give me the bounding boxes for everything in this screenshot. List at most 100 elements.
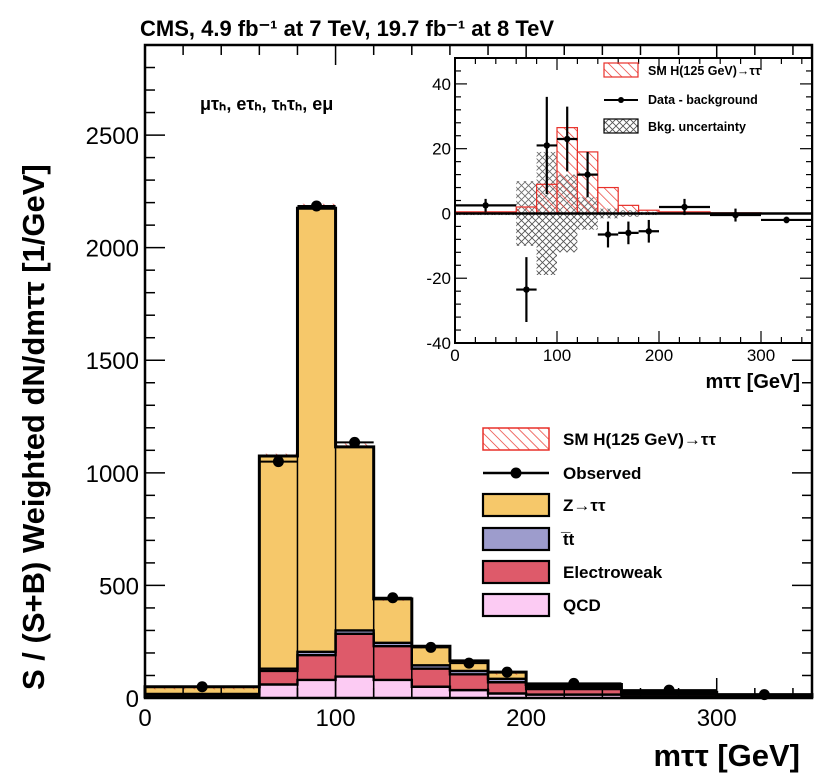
data-point (783, 216, 790, 224)
ztt-bar (259, 455, 298, 669)
inset-x-tick-label: 200 (645, 346, 673, 365)
y-tick-label: 1000 (86, 461, 139, 488)
electroweak-bar (488, 682, 527, 694)
observed-point (463, 657, 475, 669)
observed-point (425, 641, 437, 653)
inset-x-tick-label: 0 (450, 346, 459, 365)
electroweak-bar (297, 655, 336, 680)
ttbar-bar (335, 630, 374, 634)
inset-y-tick-label: 0 (442, 204, 451, 223)
y-tick-label: 500 (99, 573, 139, 600)
signal-bar (597, 186, 619, 215)
bkg-uncertainty-bar (557, 213, 578, 253)
ttbar-bar (449, 670, 489, 675)
bkg-uncertainty-bar (516, 213, 537, 246)
inset-y-tick-label: 40 (432, 75, 451, 94)
bkg-uncertainty-bar (536, 213, 557, 275)
bkg-uncertainty-bar (516, 181, 537, 214)
ttbar-bar (373, 642, 412, 647)
ztt-bar (297, 208, 336, 652)
inset-legend-swatch-data-point (618, 97, 624, 103)
main-legend: SM H(125 GeV)→ττ Observed Z→ττ t̅t Electrowe… (481, 427, 717, 618)
observed-point (568, 677, 580, 689)
observed-point (758, 689, 770, 701)
data-point (604, 231, 612, 238)
inset-x-tick-label: 100 (543, 346, 571, 365)
qcd-bar (259, 684, 298, 698)
observed-point (272, 456, 284, 468)
x-tick-label: 200 (506, 705, 546, 732)
y-tick-label: 2500 (86, 123, 139, 150)
ztt-bar (373, 598, 412, 643)
data-point (584, 171, 591, 178)
inset-legend-label: Bkg. uncertainty (648, 120, 746, 134)
inset-x-tick-label: 300 (747, 346, 775, 365)
y-tick-label: 2000 (86, 236, 139, 263)
observed-point (196, 681, 208, 693)
legend-label: SM H(125 GeV)→ττ (563, 430, 717, 449)
inset-legend-label: Data - background (648, 93, 758, 107)
bkg-uncertainty-bar (618, 213, 639, 217)
legend-swatch (481, 592, 551, 618)
electroweak-bar (259, 670, 298, 685)
bkg-uncertainty-bar (597, 213, 619, 219)
ztt-bar (335, 446, 374, 631)
inset-background (455, 58, 812, 343)
inset-legend-swatch-bkg (603, 118, 639, 134)
qcd-bar (373, 679, 412, 698)
data-point (625, 229, 632, 237)
electroweak-bar (335, 633, 374, 677)
x-tick-label: 100 (316, 705, 356, 732)
channel-label: μτₕ, eτₕ, τₕτₕ, eμ (200, 94, 333, 114)
qcd-bar (411, 686, 450, 698)
qcd-bar (526, 694, 622, 698)
x-tick-label: 0 (138, 705, 151, 732)
legend-label: Electroweak (563, 563, 663, 582)
plot-frame (143, 43, 814, 700)
data-point (482, 202, 489, 209)
observed-point (663, 684, 675, 696)
legend-swatch-observed-point (510, 467, 522, 479)
inset-legend-label: SM H(125 GeV)→ττ (648, 64, 761, 78)
bkg-uncertainty-bar (577, 213, 598, 230)
inset-legend-swatch-signal (603, 62, 639, 78)
legend-swatch (481, 492, 551, 518)
electroweak-bar (449, 674, 489, 691)
qcd-bar (449, 690, 489, 698)
y-tick-label: 0 (126, 686, 139, 713)
electroweak-bar (373, 646, 412, 680)
inset-y-tick-label: 20 (432, 140, 451, 159)
y-axis-title: S / (S+B) Weighted dN/dmττ [1/GeV] (16, 164, 51, 690)
y-tick-label: 1500 (86, 348, 139, 375)
electroweak-bar (411, 668, 450, 687)
observed-point (349, 436, 361, 448)
data-point (732, 211, 739, 219)
x-tick-label: 300 (697, 705, 737, 732)
inset-y-tick-label: -40 (426, 334, 451, 353)
electroweak-bar (526, 688, 622, 695)
qcd-bar (488, 693, 527, 698)
data-point (543, 142, 550, 149)
observed-point (501, 666, 513, 678)
legend-swatch (481, 559, 551, 585)
x-axis-title: mττ [GeV] (653, 738, 800, 773)
observed-point (387, 592, 399, 604)
chart-title: CMS, 4.9 fb⁻¹ at 7 TeV, 19.7 fb⁻¹ at 8 T… (140, 16, 554, 41)
ttbar-bar (488, 678, 527, 683)
legend-swatch-signal (482, 427, 550, 451)
data-point (681, 203, 688, 211)
data-point (523, 286, 530, 293)
data-point (645, 228, 652, 235)
main-observed (145, 200, 812, 701)
legend-label: QCD (563, 596, 601, 615)
data-point (564, 135, 571, 143)
legend-label: Z→ττ (563, 496, 606, 515)
legend-swatch (481, 526, 551, 552)
main-stack (143, 203, 814, 699)
ttbar-bar (297, 651, 336, 656)
qcd-bar (297, 679, 336, 698)
legend-label: t̅t (561, 530, 575, 549)
inset-y-tick-label: -20 (426, 269, 451, 288)
